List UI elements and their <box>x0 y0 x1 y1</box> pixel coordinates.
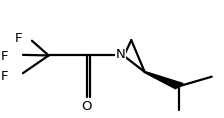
Text: F: F <box>1 50 8 63</box>
Text: N: N <box>115 48 125 61</box>
Text: O: O <box>81 100 92 113</box>
Text: F: F <box>14 32 22 45</box>
Text: F: F <box>1 70 8 83</box>
Polygon shape <box>144 72 183 89</box>
